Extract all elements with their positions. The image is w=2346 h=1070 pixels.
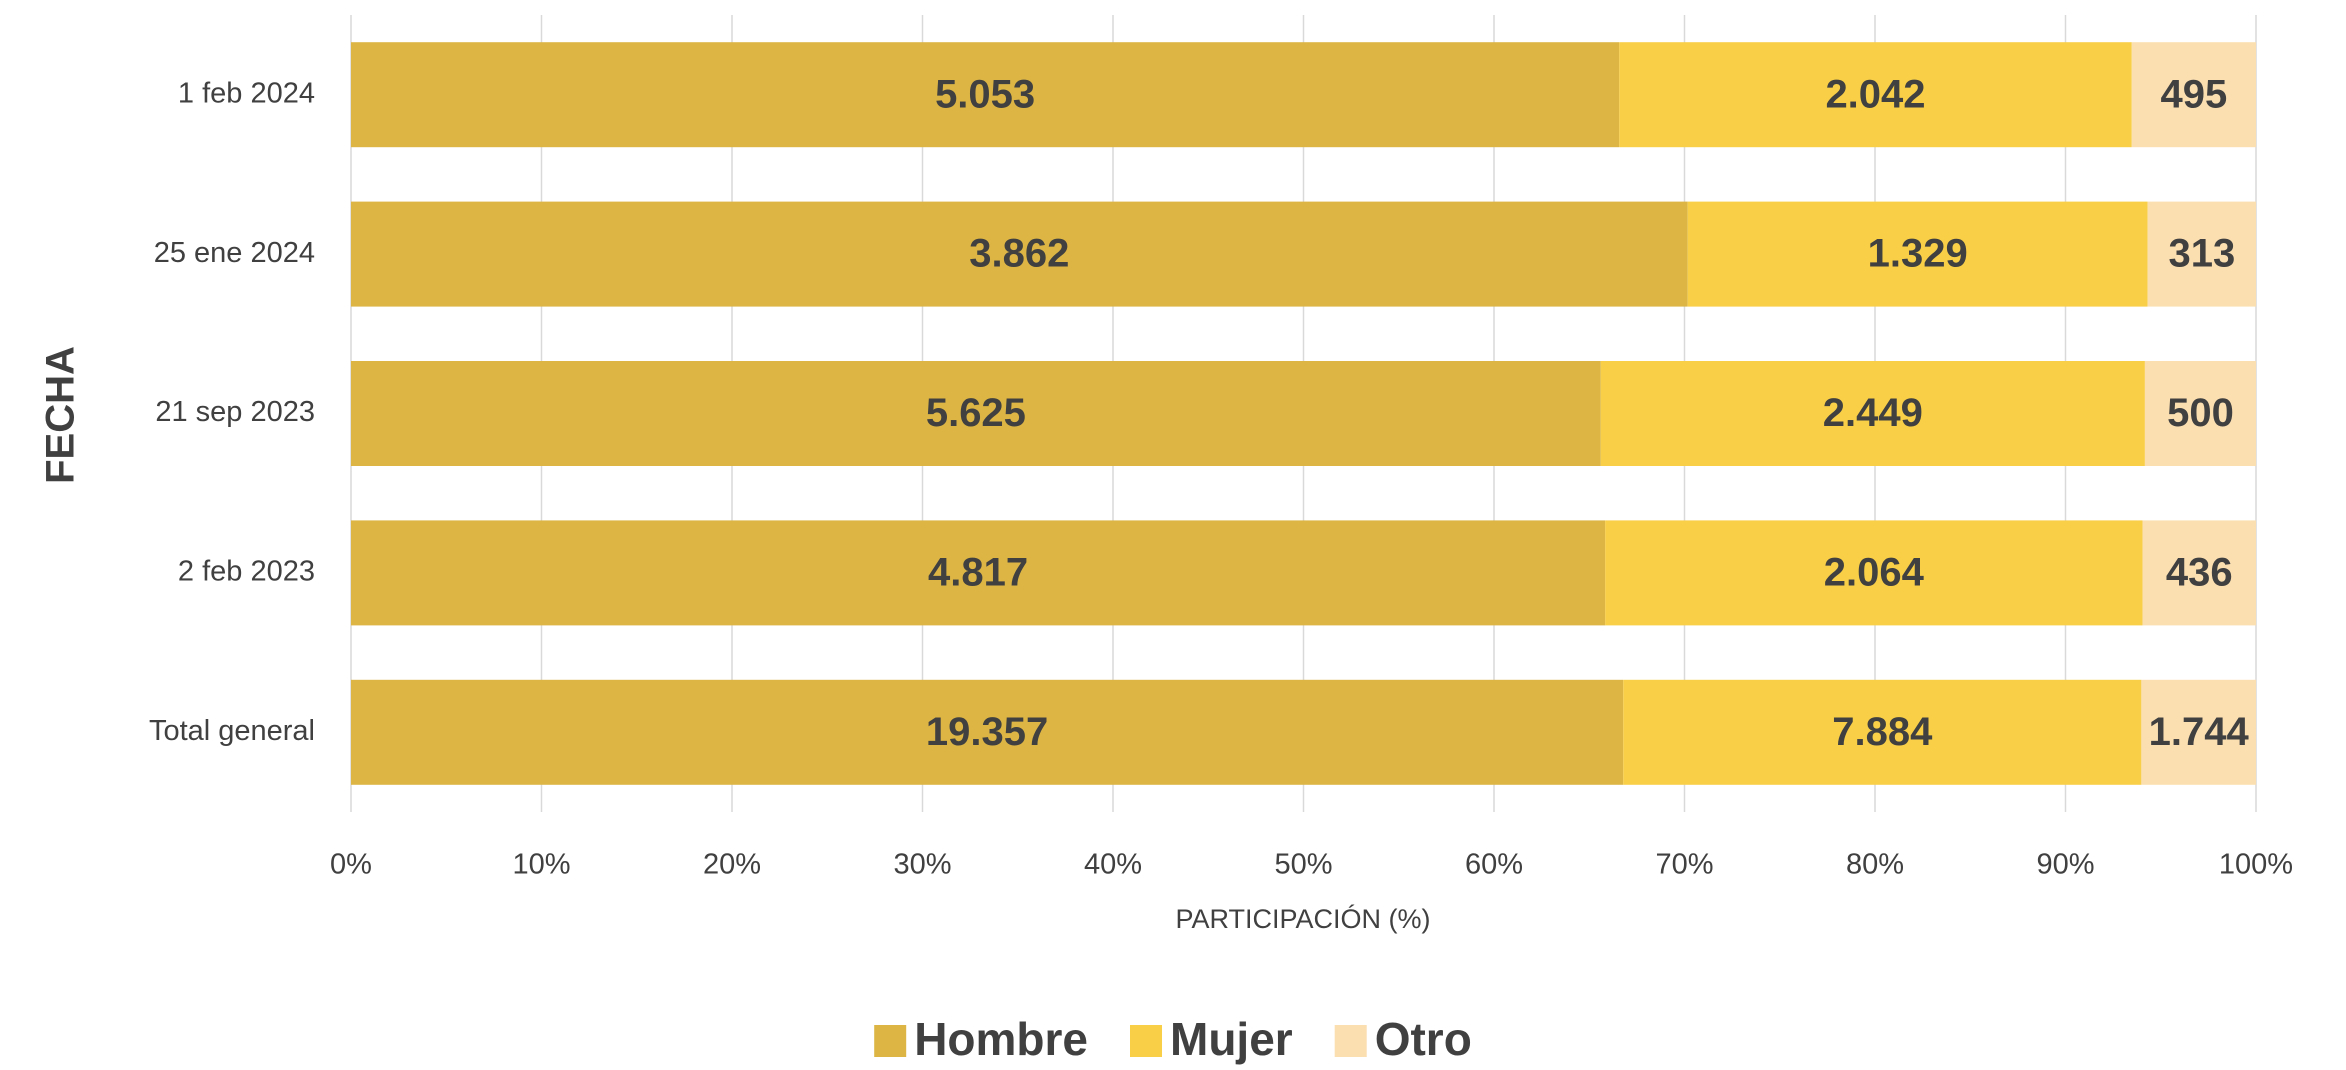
bar-segment: [1623, 679, 2142, 785]
legend-label: Otro: [1375, 1013, 1472, 1065]
data-label: 436: [2166, 550, 2233, 594]
legend-label: Mujer: [1170, 1013, 1293, 1065]
x-tick-label: 40%: [1084, 849, 1142, 881]
data-label: 5.053: [935, 72, 1035, 116]
data-label: 7.884: [1832, 710, 1933, 754]
x-tick-label: 60%: [1465, 849, 1523, 881]
x-axis-label: PARTICIPACIÓN (%): [1175, 903, 1430, 934]
bar-segment: [1687, 201, 2148, 307]
bar-segment: [2141, 679, 2256, 785]
data-label: 2.042: [1825, 72, 1925, 116]
legend-swatch: [874, 1025, 907, 1057]
data-label: 1.329: [1868, 232, 1968, 276]
x-tick-label: 50%: [1274, 849, 1332, 881]
data-label: 3.862: [969, 232, 1069, 276]
bar-segment: [2144, 361, 2256, 466]
bar-segment: [1605, 520, 2143, 626]
bar-segment: [351, 520, 1606, 626]
bar-segment: [351, 201, 1688, 307]
y-tick-label: 1 feb 2024: [178, 77, 315, 109]
y-axis-label: FECHA: [39, 346, 83, 484]
bar-segment: [1600, 361, 2145, 466]
bar-segment: [351, 361, 1601, 466]
x-tick-label: 0%: [330, 849, 372, 881]
data-label: 1.744: [2149, 710, 2250, 754]
data-label: 500: [2167, 391, 2234, 435]
data-label: 2.449: [1823, 391, 1923, 435]
data-label: 4.817: [928, 550, 1028, 594]
bar-segment: [351, 679, 1624, 785]
legend-label: Hombre: [914, 1013, 1088, 1065]
data-label: 19.357: [926, 710, 1048, 754]
data-label: 2.064: [1824, 550, 1925, 594]
bar-segment: [2142, 520, 2256, 626]
x-tick-label: 80%: [1846, 849, 1904, 881]
legend-swatch: [1334, 1025, 1367, 1057]
bar-segment: [1619, 42, 2132, 148]
data-label: 313: [2168, 232, 2235, 276]
x-tick-label: 30%: [893, 849, 951, 881]
bar-segment: [2147, 201, 2256, 307]
legend-swatch: [1130, 1025, 1163, 1057]
bar-segment: [2131, 42, 2256, 148]
data-label: 495: [2161, 72, 2228, 116]
y-tick-label: 25 ene 2024: [154, 237, 315, 269]
x-tick-label: 20%: [703, 849, 761, 881]
x-tick-label: 100%: [2219, 849, 2293, 881]
x-tick-label: 10%: [512, 849, 570, 881]
y-tick-label: 21 sep 2023: [155, 396, 315, 428]
x-tick-label: 70%: [1655, 849, 1713, 881]
y-tick-label: Total general: [149, 715, 315, 747]
bar-segment: [351, 42, 1620, 148]
x-tick-label: 90%: [2036, 849, 2094, 881]
data-label: 5.625: [926, 391, 1026, 435]
y-tick-label: 2 feb 2023: [178, 556, 315, 588]
